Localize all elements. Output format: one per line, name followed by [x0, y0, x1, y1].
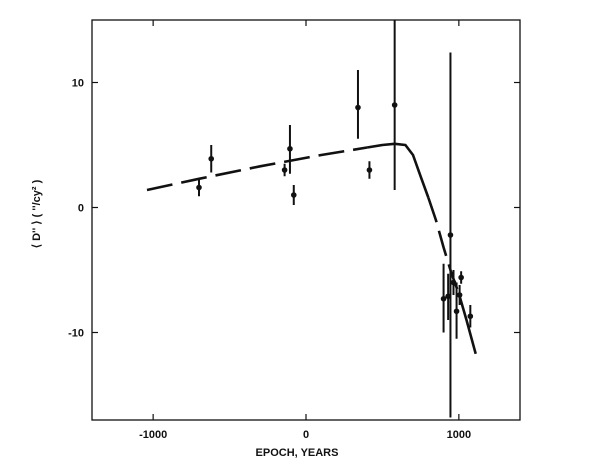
curve-solid-segment [457, 293, 477, 355]
data-point [456, 292, 463, 298]
data-point [196, 184, 202, 191]
fitted-curve [146, 142, 477, 355]
data-point [453, 308, 460, 315]
y-tick-label: 10 [72, 78, 84, 90]
curve-solid-segment [366, 142, 430, 198]
data-point [287, 145, 293, 152]
data-point [447, 232, 454, 238]
plot-area-frame [91, 19, 521, 421]
y-axis-title: ⟨ D'' ⟩ ( ''/cy² ) [31, 179, 43, 248]
x-tick-label: 1000 [447, 429, 471, 441]
data-point [366, 167, 373, 173]
tick-labels: -1000 0 1000 10 0 -10 [68, 78, 471, 442]
axis-ticks [92, 20, 520, 420]
data-point [458, 274, 464, 281]
data-point [440, 295, 447, 302]
data-point [467, 313, 474, 320]
data-point [281, 167, 288, 173]
data-point [355, 104, 361, 111]
data-point [290, 192, 297, 198]
data-point [391, 102, 398, 108]
data-point [208, 155, 215, 162]
y-tick-label: 0 [78, 203, 84, 215]
x-tick-label: -1000 [139, 429, 167, 441]
y-tick-label: -10 [68, 328, 84, 340]
data-points [196, 20, 474, 418]
x-axis-title: EPOCH, YEARS [256, 447, 339, 459]
data-point [450, 279, 457, 286]
x-tick-label: 0 [303, 429, 309, 441]
curve-dashed-segment [146, 146, 368, 192]
